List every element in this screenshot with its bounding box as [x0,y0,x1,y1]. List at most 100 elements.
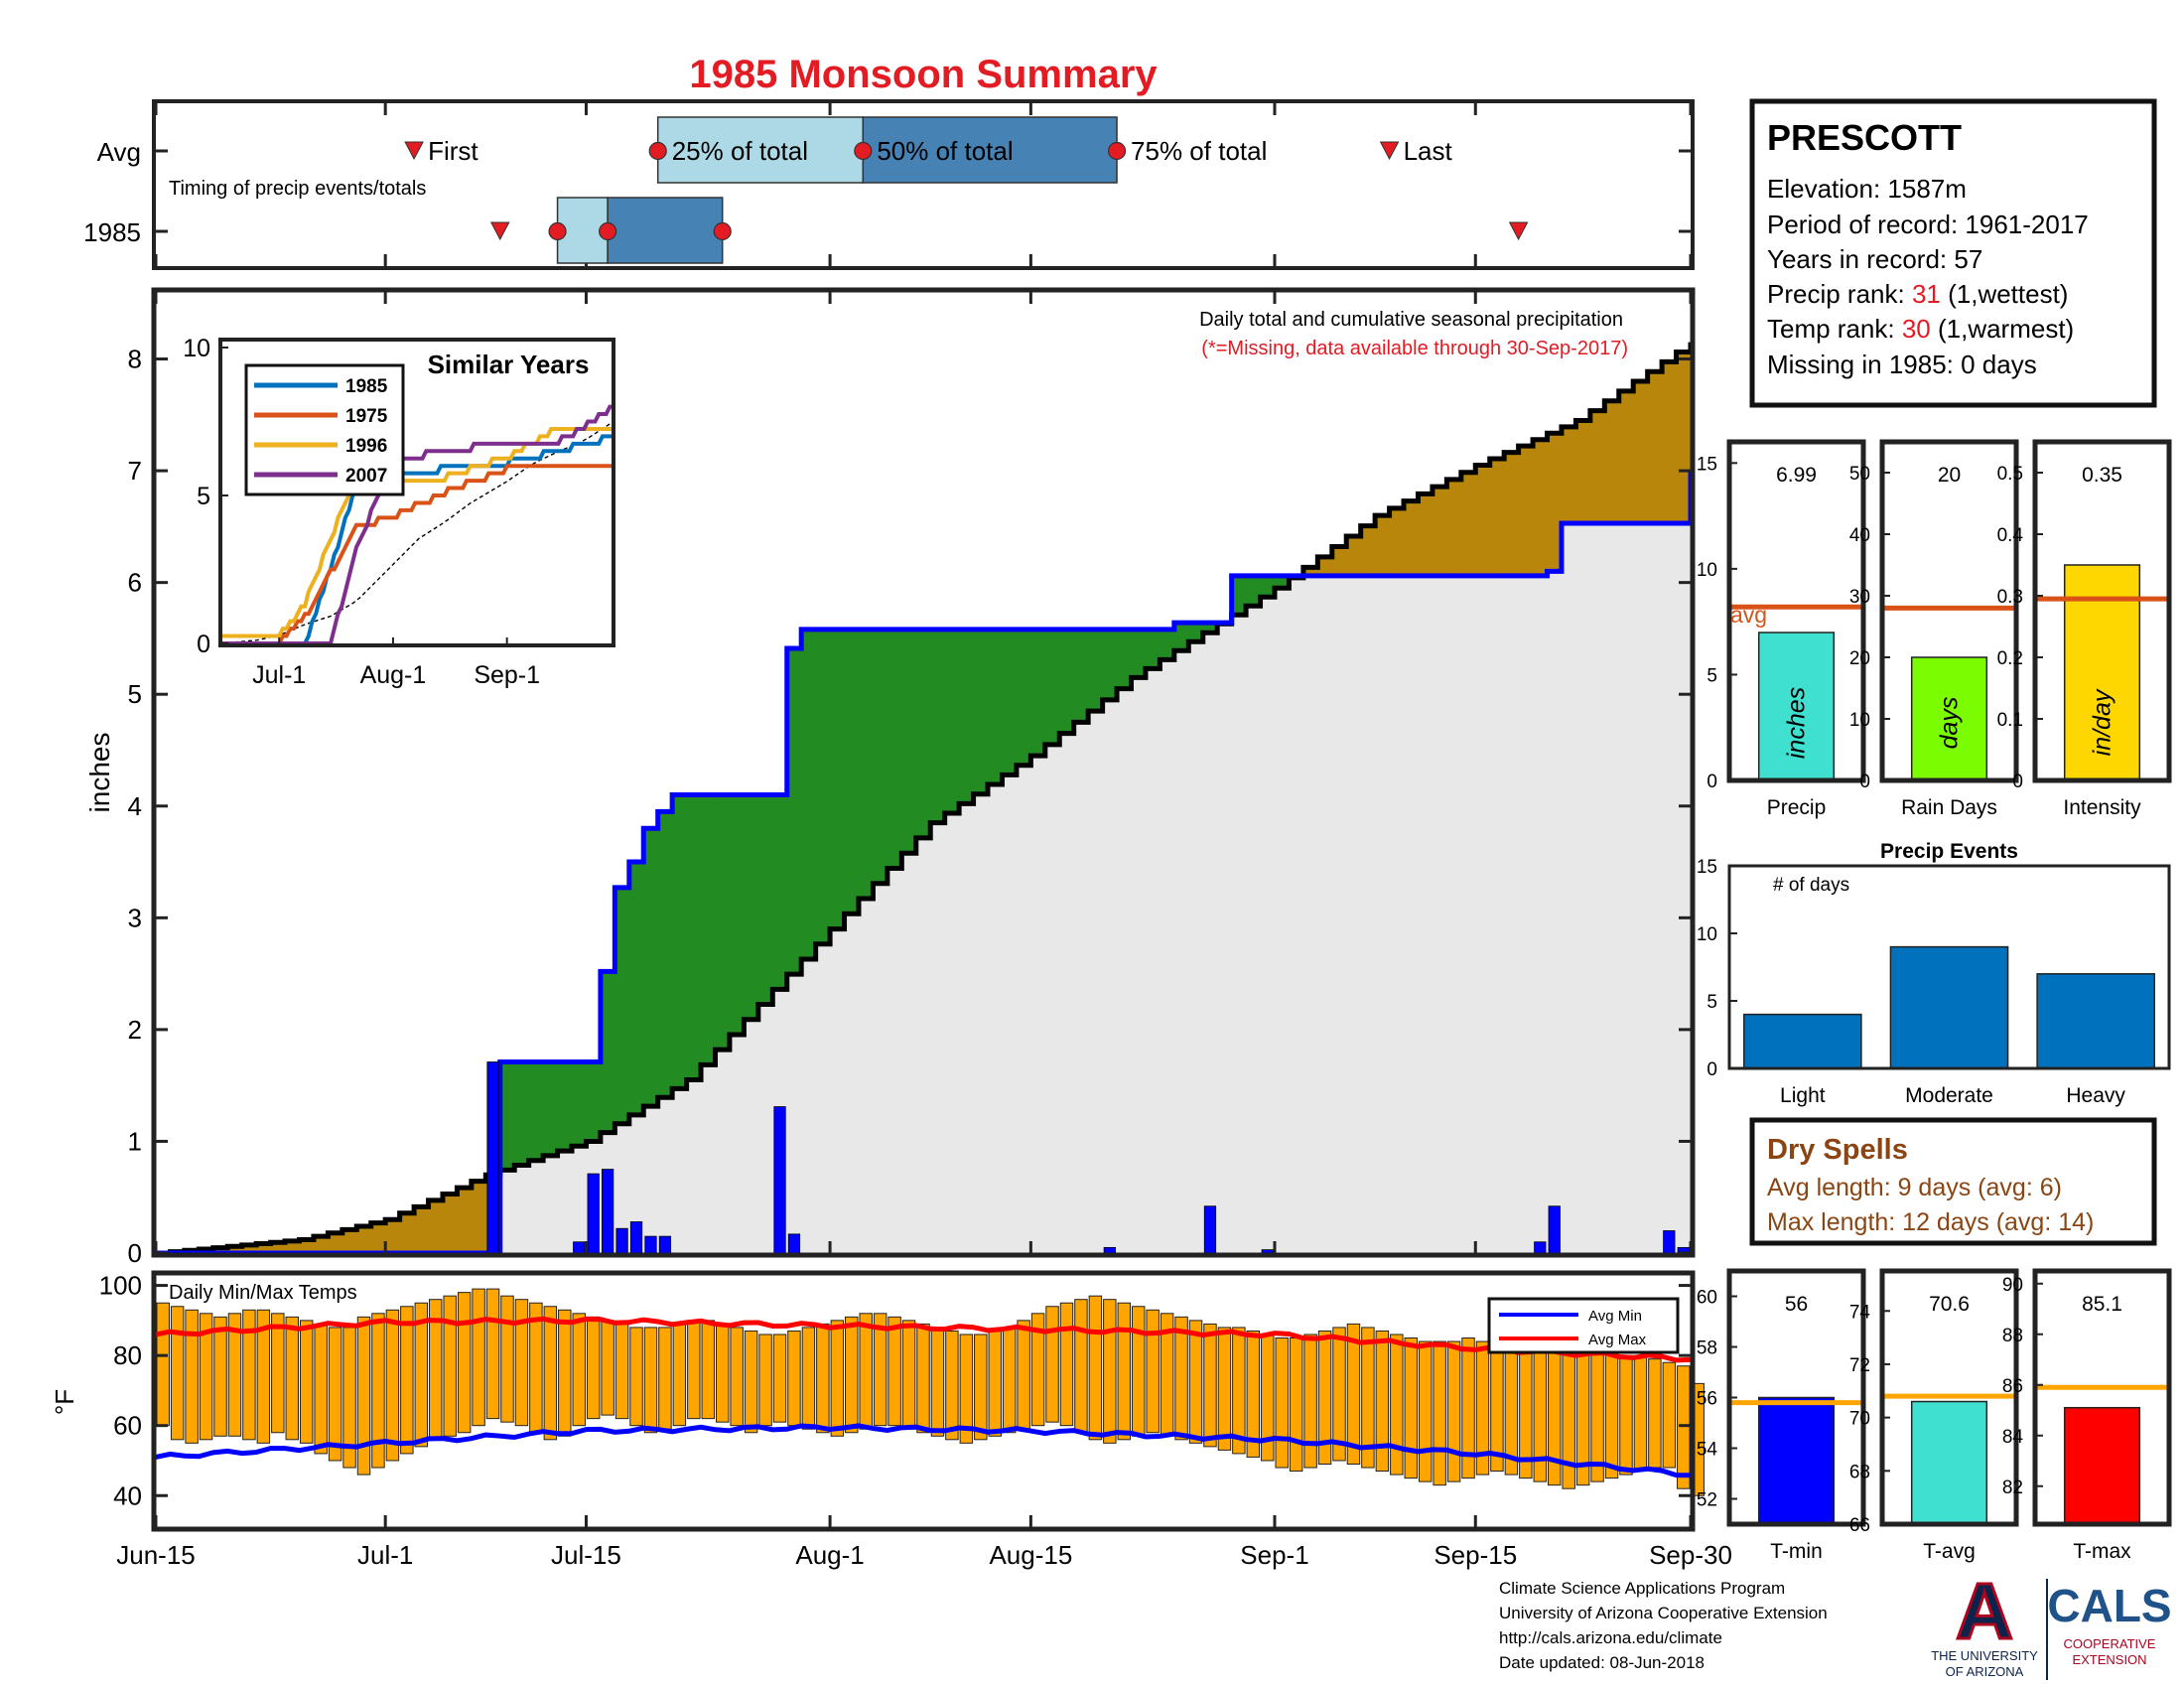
temp-stat-2-bar [2063,1406,2141,1525]
daily-temp-bar [299,1320,314,1444]
above-normal-band [830,629,846,929]
above-normal-band [715,794,731,1051]
daily-temp-bar [356,1316,371,1476]
below-normal-band [299,1239,315,1253]
inset-series-1975 [220,464,614,645]
station-name: PRESCOTT [1767,117,1962,158]
avg-p75-label: 75% of total [1131,136,1267,166]
below-normal-band [385,1219,401,1253]
below-normal-band [1662,361,1678,523]
daily-temp-bar [1461,1337,1475,1479]
footer-url[interactable]: http://cals.arizona.edu/climate [1499,1628,1722,1647]
inset-ytick-label: 5 [197,483,210,510]
temp-stat-2-frame [2032,1268,2172,1527]
metric-1-ytick-label: 10 [1849,710,1870,731]
inset-legend-label: 1985 [345,376,388,397]
metric-2-axis-label: Intensity [2063,796,2141,819]
below-normal-band [1647,371,1663,523]
main-ytick-label: 7 [128,456,142,486]
events-category-label: Moderate [1905,1084,1993,1107]
dry-spells-box: Dry Spells Avg length: 9 days (avg: 6) M… [1749,1117,2157,1246]
daily-temp-bar [687,1320,701,1420]
below-normal-band [1404,500,1419,576]
timing-row-avg-label: Avg [97,137,141,167]
above-normal-band [772,794,788,990]
daily-temp-bar [1002,1327,1017,1434]
temp-stat-2-ytick-label: 82 [2002,1477,2023,1498]
below-normal-band [1418,493,1433,576]
daily-temp-bar [945,1330,959,1441]
cals-logo-line2: EXTENSION [2072,1652,2146,1667]
main-ytick-label: 5 [128,679,142,709]
temp-stat-1-value-label: 70.6 [1929,1293,1970,1316]
metric-2-ytick-label: 0.1 [1997,710,2023,731]
daily-temp-bar [1246,1330,1261,1458]
daily-temp-bar [873,1313,887,1427]
temp-stat-0-ytick-label: 58 [1697,1338,1717,1359]
above-normal-band [887,629,902,869]
below-normal-band [356,1225,372,1253]
above-normal-band [557,1061,573,1152]
daily-temp-bar [242,1309,256,1441]
daily-temp-bar [572,1313,586,1427]
year-p50-marker [599,221,617,241]
below-normal-band [1604,400,1620,523]
daily-temp-bar [185,1309,199,1444]
below-normal-band [1618,390,1634,523]
above-normal-band [815,629,831,944]
temp-stat-0-ytick-label: 52 [1697,1490,1717,1511]
events-bar-light [1743,1013,1862,1069]
below-normal-band [1360,525,1376,576]
daily-precip-bar [658,1235,672,1254]
events-category-label: Heavy [2066,1084,2125,1107]
daily-temp-bar [156,1302,170,1427]
daily-temp-bar [543,1306,558,1441]
daily-temp-bar [586,1316,601,1420]
footer-program: Climate Science Applications Program [1499,1579,1786,1598]
station-info-box: PRESCOTT Elevation: 1587m Period of reco… [1749,98,2157,408]
above-normal-band [915,629,931,838]
above-normal-band [988,629,1003,785]
station-precip-rank: Precip rank: 31 (1,wettest) [1767,279,2068,309]
footer-university: University of Arizona Cooperative Extens… [1499,1604,1828,1622]
above-normal-band [959,629,975,804]
metric-1-axis-label: Rain Days [1901,796,1997,819]
above-normal-band [499,1061,515,1171]
daily-temp-bar [485,1288,500,1420]
metric-2-unit-label: in/day [2089,688,2116,756]
temp-ytick-label: 40 [113,1480,142,1510]
daily-temp-bar [715,1323,730,1423]
above-normal-band [901,629,917,854]
metric-2-ytick-label: 0.3 [1997,587,2023,608]
below-normal-band [241,1244,257,1253]
above-normal-band [1102,629,1118,700]
precip-rank-suffix: (1,wettest) [1941,279,2069,309]
metric-2-ytick-label: 0.5 [1997,464,2023,485]
daily-temp-bar [959,1334,974,1444]
metric-0-unit-label: inches [1783,687,1811,759]
events-ytick-label: 5 [1706,992,1717,1013]
daily-temp-bar [974,1334,988,1441]
above-normal-band [528,1061,544,1161]
above-normal-band [672,794,688,1089]
above-normal-band [844,629,860,914]
above-normal-band [1231,575,1247,616]
events-title: Precip Events [1880,840,2018,863]
below-normal-band [285,1240,300,1253]
main-ytick-label: 4 [128,791,142,821]
daily-precip-bar [1203,1205,1217,1254]
below-normal-band [1575,420,1591,523]
daily-temp-bar [227,1313,242,1437]
below-normal-band [1489,459,1505,576]
daily-temp-bar [1548,1344,1562,1486]
inset-climatology-curve [219,423,611,644]
x-axis-date-label: Sep-15 [1433,1540,1517,1570]
inset-ytick-label: 0 [197,631,210,658]
daily-temp-bar [414,1302,429,1448]
daily-precip-bar [1663,1230,1676,1254]
avg-p25-marker [648,141,667,161]
metric-1-ytick-label: 0 [1859,772,1870,792]
precip-rank-value: 31 [1912,279,1941,309]
above-normal-band [858,629,874,900]
events-bar-heavy [2036,973,2155,1069]
